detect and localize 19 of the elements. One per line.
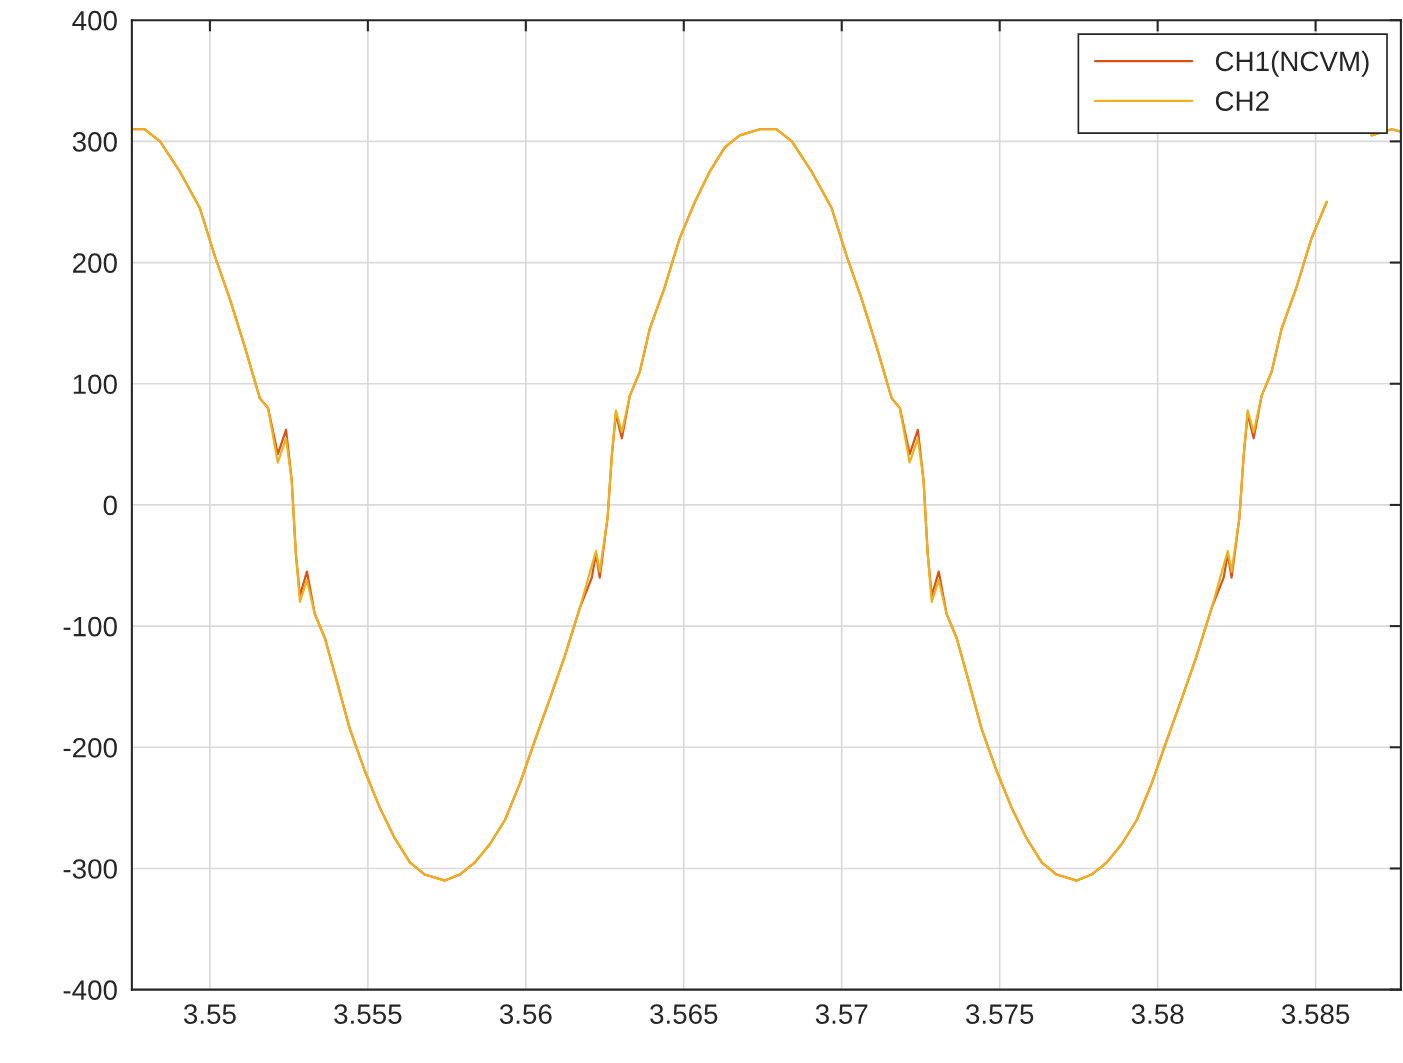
x-tick-label: 3.55 [183, 1004, 236, 1024]
y-tick-label: 200 [73, 253, 117, 273]
x-tick-label: 3.57 [815, 1004, 868, 1024]
x-tick-label: 3.555 [334, 1004, 402, 1024]
x-tick-label: 3.585 [1281, 1004, 1350, 1024]
x-tick-label: 3.575 [966, 1004, 1034, 1024]
y-tick-label: -200 [63, 737, 117, 758]
y-tick-label: 400 [72, 10, 117, 31]
y-tick-label: -400 [63, 980, 117, 1000]
y-tick-label: -100 [63, 616, 117, 637]
x-tick-label: 3.56 [499, 1004, 552, 1024]
y-tick-label: 300 [72, 132, 117, 152]
y-tick-label: 0 [103, 495, 117, 516]
legend-label: CH1(NCVM) [1215, 50, 1369, 77]
x-tick-label: 3.58 [1131, 1004, 1184, 1024]
legend-label: CH2 [1215, 91, 1269, 111]
y-tick-label: -300 [63, 859, 117, 879]
y-tick-label: 100 [73, 374, 117, 395]
x-tick-label: 3.565 [650, 1004, 718, 1024]
